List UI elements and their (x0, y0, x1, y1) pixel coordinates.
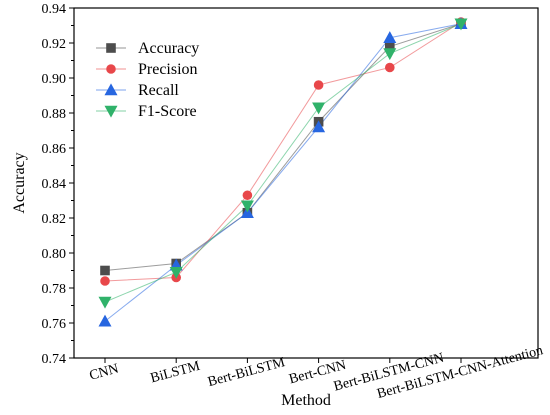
series-markers-accuracy (100, 18, 466, 276)
data-point (242, 190, 253, 201)
data-point (383, 48, 397, 61)
legend-label: Recall (138, 82, 179, 99)
y-tick-label: 0.92 (42, 37, 67, 52)
legend-marker (104, 83, 118, 96)
legend-marker (106, 64, 116, 74)
data-point (98, 314, 112, 327)
legend: Accuracy Precision Recall F1-Score (96, 40, 199, 120)
data-point (313, 80, 324, 90)
x-axis-title: Method (281, 392, 331, 409)
legend-marker (106, 43, 116, 53)
y-axis-title: Accuracy (11, 152, 28, 213)
legend-marker (104, 105, 118, 118)
data-point (240, 200, 254, 213)
data-point (98, 296, 112, 309)
data-point (100, 276, 110, 286)
data-point (312, 102, 326, 115)
y-tick-label: 0.84 (42, 177, 67, 192)
y-tick-label: 0.86 (42, 142, 67, 157)
y-tick-label: 0.94 (42, 2, 67, 17)
series-line (104, 23, 462, 303)
legend-item-recall: Recall (96, 82, 179, 99)
series-accuracy (104, 23, 462, 271)
data-point (454, 18, 468, 31)
series-f1-score (104, 23, 462, 303)
legend-label: Accuracy (138, 40, 199, 57)
y-tick-label: 0.90 (42, 72, 67, 87)
series-layer (98, 17, 468, 327)
x-tick-label: CNN (88, 362, 120, 384)
series-line (104, 23, 462, 322)
plot-area: 0.74 0.76 0.78 0.80 0.82 0.84 0.86 0.88 0.90 0.92… (42, 2, 545, 402)
legend-item-precision: Precision (96, 61, 198, 78)
series-precision (104, 21, 462, 282)
y-tick-label: 0.74 (42, 352, 67, 367)
y-tick-label: 0.76 (42, 317, 67, 332)
x-tick-label: Bert-BiLSTM (206, 355, 287, 390)
series-recall (104, 23, 462, 322)
y-tick-label: 0.78 (42, 282, 67, 297)
legend-label: Precision (138, 61, 198, 78)
y-tick-label: 0.88 (42, 107, 67, 122)
data-point (312, 120, 326, 133)
data-point (100, 265, 110, 276)
data-point (384, 62, 395, 73)
series-markers-f1-score (98, 18, 468, 309)
x-tick-label: BiLSTM (149, 359, 202, 387)
legend-label: F1-Score (138, 103, 197, 120)
y-tick-label: 0.80 (42, 247, 67, 262)
series-line (104, 21, 462, 282)
legend-item-f1-score: F1-Score (96, 103, 197, 120)
y-tick-label: 0.82 (42, 212, 67, 227)
series-markers-precision (100, 17, 466, 286)
legend-item-accuracy: Accuracy (96, 40, 199, 57)
data-point (169, 266, 183, 279)
series-line (104, 23, 462, 271)
data-point (383, 31, 397, 44)
